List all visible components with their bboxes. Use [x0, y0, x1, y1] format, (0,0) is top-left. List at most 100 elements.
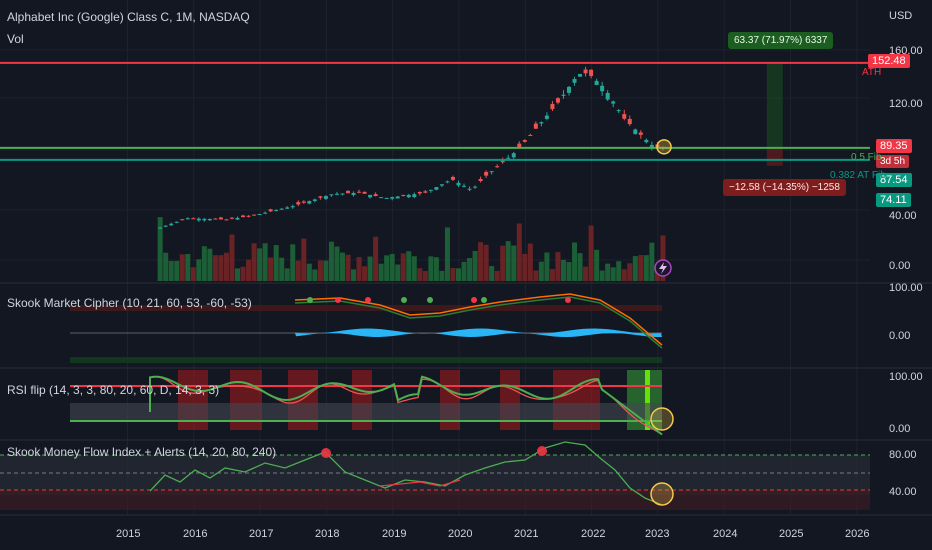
time-axis-label: 2020: [448, 528, 473, 540]
time-axis-label: 2019: [382, 528, 407, 540]
volume-bar: [339, 252, 345, 281]
candle-body: [555, 98, 560, 103]
volume-bar: [560, 259, 566, 281]
cipher-signal-dot: [401, 297, 407, 303]
candle-body: [207, 219, 212, 221]
candle-body: [649, 144, 654, 149]
volume-bar: [456, 268, 461, 281]
volume-bar: [439, 270, 445, 281]
candle-body: [340, 193, 345, 195]
rsi-title[interactable]: RSI flip (14, 3, 3, 80, 20, 60, D, 14, 3…: [7, 383, 220, 397]
measure-down-box[interactable]: −12.58 (−14.35%) −1258: [723, 179, 846, 196]
candle-body: [594, 80, 599, 86]
volume-bar: [516, 223, 522, 281]
rsi-signal-bar: [645, 370, 650, 430]
candle-body: [290, 206, 295, 208]
volume-bar: [196, 259, 202, 281]
candle-body: [572, 79, 577, 83]
measure-up-box[interactable]: 63.37 (71.97%) 6337: [728, 32, 834, 49]
volume-bar: [500, 245, 506, 281]
candle-body: [522, 140, 527, 142]
volume-bar: [229, 234, 235, 281]
volume-label[interactable]: Vol: [7, 32, 24, 46]
candle-body: [445, 181, 450, 183]
mfi-line-bearish: [379, 479, 461, 487]
volume-bar: [433, 257, 439, 281]
symbol-title[interactable]: Alphabet Inc (Google) Class C, 1M, NASDA…: [7, 10, 250, 24]
volume-bar: [384, 255, 390, 281]
candle-body: [622, 114, 627, 119]
volume-bar: [301, 238, 307, 281]
mfi-line: [149, 441, 663, 506]
candle-body: [644, 139, 649, 143]
volume-bar: [594, 249, 600, 281]
volume-bar: [610, 267, 616, 281]
candle-body: [567, 86, 571, 93]
volume-bar: [273, 245, 279, 281]
volume-bar: [422, 270, 428, 281]
volume-bar: [400, 253, 406, 281]
candle-body: [196, 218, 201, 221]
time-axis-label: 2026: [845, 528, 870, 540]
volume-bar: [489, 265, 495, 281]
candle-body: [346, 190, 350, 194]
volume-bar: [279, 257, 285, 281]
candle-body: [285, 207, 290, 209]
candle-body: [434, 187, 439, 190]
candle-body: [561, 94, 566, 96]
candle-body: [202, 218, 207, 221]
volume-bar: [649, 242, 655, 281]
cipher-signal-dot: [427, 297, 433, 303]
candle-body: [384, 197, 389, 199]
volume-bar: [417, 268, 423, 281]
candle-body: [268, 209, 273, 212]
candle-body: [379, 197, 384, 199]
rsi-axis-bottom: 0.00: [889, 423, 911, 435]
cipher-title[interactable]: Skook Market Cipher (10, 21, 60, 53, -60…: [7, 296, 252, 310]
volume-bar: [450, 268, 456, 281]
candle-body: [633, 129, 638, 135]
cipher-upper-band: [70, 305, 662, 311]
mfi-title[interactable]: Skook Money Flow Index + Alerts (14, 20,…: [7, 445, 277, 459]
volume-bar: [362, 266, 368, 281]
cipher-line-fast: [294, 293, 663, 346]
cipher-axis-top: 100.00: [889, 282, 923, 294]
time-axis-label: 2022: [581, 528, 606, 540]
time-axis-label: 2017: [249, 528, 274, 540]
candle-body: [616, 110, 621, 112]
countdown-tag: 3d 5h: [876, 155, 910, 168]
volume-bar: [235, 268, 240, 281]
volume-bar: [538, 261, 544, 281]
volume-bar: [533, 270, 539, 281]
candle-body: [218, 217, 223, 220]
volume-bar: [323, 260, 329, 281]
volume-bar: [583, 266, 589, 281]
volume-bar: [163, 252, 169, 281]
volume-bar: [185, 253, 191, 281]
volume-bar: [223, 252, 229, 281]
volume-bar: [555, 252, 561, 281]
volume-bar: [444, 227, 450, 281]
volume-bar: [638, 255, 644, 281]
price-axis-tick: 0.00: [889, 260, 911, 272]
cipher-lower-band: [70, 357, 662, 363]
candle-body: [533, 123, 538, 129]
volume-bar: [251, 243, 257, 281]
candle-body: [450, 176, 455, 180]
volume-bar: [345, 254, 351, 281]
ath-line-label: ATH: [862, 67, 882, 78]
time-axis-label: 2021: [514, 528, 539, 540]
volume-bar: [588, 225, 594, 281]
ath-price-tag: 152.48: [868, 54, 910, 68]
candle-body: [362, 191, 367, 194]
volume-bar: [157, 217, 163, 281]
candle-body: [229, 217, 234, 219]
candle-body: [423, 191, 428, 193]
candle-body: [539, 122, 544, 124]
cipher-signal-dot: [565, 297, 571, 303]
candle-body: [169, 223, 174, 226]
candle-body: [473, 186, 478, 188]
candle-body: [456, 182, 461, 186]
volume-bar: [461, 261, 467, 281]
